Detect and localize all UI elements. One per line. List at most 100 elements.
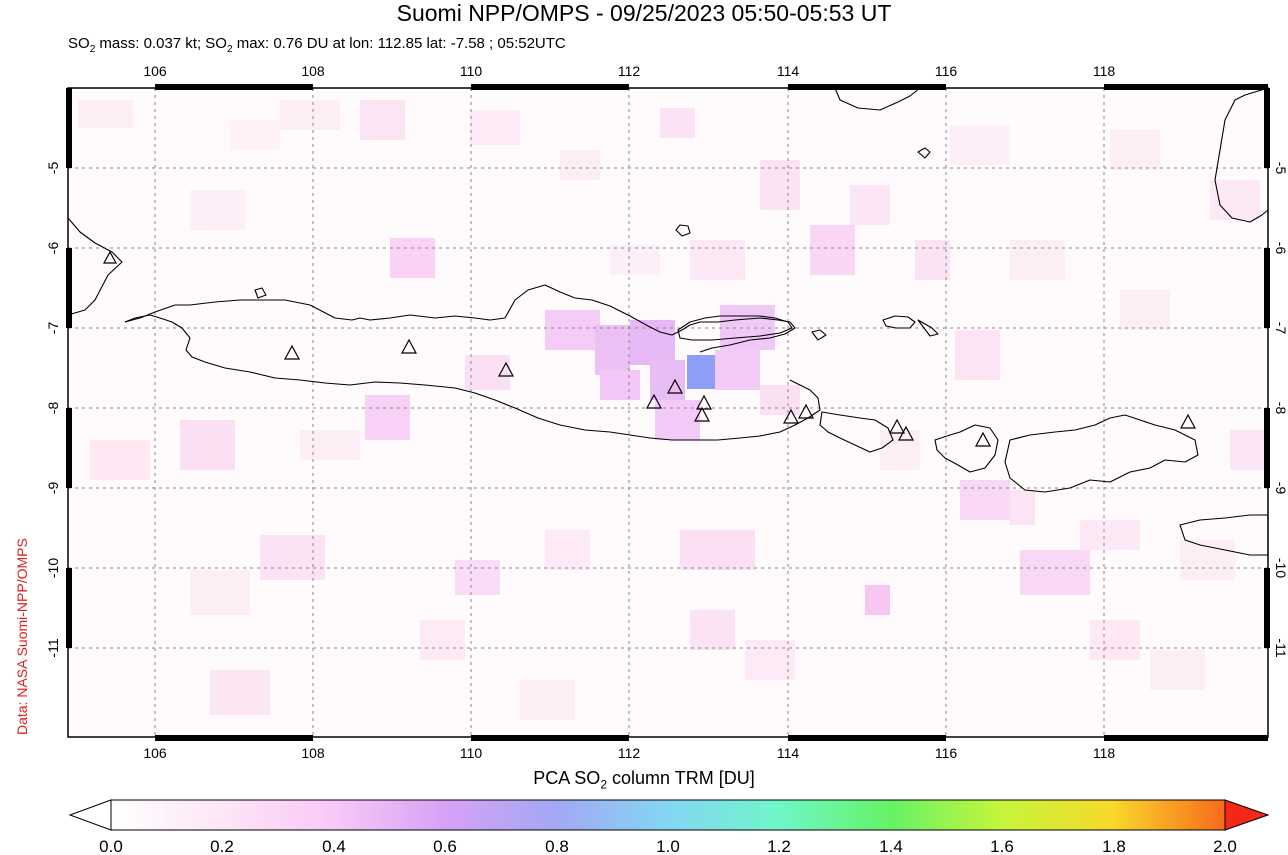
so2-pixel (470, 110, 520, 145)
triangle-icon (102, 250, 118, 264)
so2-pixel (260, 535, 325, 580)
so2-pixel (610, 245, 660, 275)
lat-tick-label: -7 (1273, 322, 1288, 335)
colorbar-tick-label: 0.2 (210, 837, 234, 855)
so2-pixel (180, 420, 235, 470)
coastlines (67, 87, 1269, 556)
triangle-icon (888, 418, 906, 434)
triangle-icon (897, 425, 915, 441)
lon-labels-top: 106 108 110 112 114 116 118 (143, 63, 1115, 79)
so2-pixel (465, 355, 510, 390)
so2-pixel (1010, 490, 1035, 525)
colorbar-tick-label: 1.8 (1102, 837, 1126, 855)
sumbawa-coast (1004, 414, 1199, 493)
so2-pixel (715, 350, 760, 390)
lon-labels-bottom: 106 108 110 112 114 116 118 (143, 745, 1115, 761)
lon-tick-label: 116 (935, 745, 958, 761)
colorbar-min-arrow (68, 799, 112, 831)
so2-pixel (600, 370, 640, 400)
so2-pixel (595, 325, 630, 375)
lon-tick-label: 114 (777, 63, 800, 79)
triangle-icon (797, 403, 815, 419)
so2-pixel (1080, 520, 1140, 550)
map-title: Suomi NPP/OMPS - 09/25/2023 05:50-05:53 … (396, 0, 892, 26)
colorbar-tick-label: 1.4 (879, 837, 903, 855)
frame-bands (66, 84, 1270, 741)
triangle-icon (400, 338, 418, 354)
volcano-markers (102, 250, 1197, 447)
so2-pixel (690, 240, 745, 280)
sulawesi-coast (1214, 87, 1269, 223)
so2-pixel (760, 385, 800, 415)
colorbar-tick-label: 1.0 (656, 837, 680, 855)
bawean-coast (675, 224, 691, 237)
lon-tick-label: 112 (618, 63, 641, 79)
lon-tick-label: 108 (301, 745, 325, 761)
so2-pixel (660, 108, 695, 138)
so2-pixel (420, 620, 465, 660)
lombok-coast (934, 424, 999, 473)
lon-tick-label: 110 (460, 745, 483, 761)
so2-pixel (630, 320, 675, 365)
so2-pixel (690, 610, 735, 650)
so2-pixel (390, 238, 435, 278)
so2-pixel (680, 530, 755, 570)
madura-coast (677, 315, 793, 341)
so2-pixel (545, 310, 600, 350)
so2-pixel (915, 240, 950, 280)
colorbar (68, 799, 1270, 831)
lat-tick-label: -9 (45, 482, 61, 495)
so2-pixel (90, 440, 150, 480)
island-coast (917, 147, 931, 159)
triangle-icon (497, 361, 515, 377)
lon-tick-label: 106 (143, 745, 167, 761)
lat-tick-label: -5 (1273, 162, 1288, 175)
lat-tick-label: -6 (45, 242, 61, 255)
lat-tick-label: -11 (45, 638, 61, 657)
so2-pixel (760, 160, 800, 210)
java-west-coast (124, 314, 206, 363)
so2-pixel (650, 360, 685, 400)
so2-pixel (560, 150, 600, 180)
lat-tick-label: -8 (1273, 402, 1288, 415)
lon-tick-label: 118 (1093, 745, 1116, 761)
so2-pixel (1110, 130, 1160, 170)
so2-pixel (950, 125, 1010, 165)
lon-tick-label: 106 (143, 63, 167, 79)
lat-labels-right: -5 -6 -7 -8 -9 -10 -11 (1273, 162, 1288, 658)
colorbar-ticks: 0.0 0.2 0.4 0.6 0.8 1.0 1.2 1.4 1.6 1.8 … (99, 837, 1237, 855)
gridlines (68, 88, 1268, 737)
so2-pixel (210, 670, 270, 715)
so2-max-pixel (687, 355, 716, 389)
colorbar-tick-label: 0.0 (99, 837, 123, 855)
colorbar-tick-label: 2.0 (1213, 837, 1237, 855)
so2-pixel (955, 330, 1000, 380)
so2-pixel (230, 120, 280, 150)
island-coast (882, 315, 916, 329)
lat-tick-label: -9 (1273, 482, 1288, 495)
lon-tick-label: 118 (1093, 63, 1116, 79)
java-south-coast (204, 361, 821, 441)
lat-tick-label: -8 (45, 402, 61, 415)
colorbar-gradient (110, 799, 1226, 831)
so2-pixel (190, 190, 245, 230)
colorbar-title: PCA SO2 column TRM [DU] (533, 768, 755, 792)
so2-pixel (865, 585, 890, 615)
so2-pixel (365, 395, 410, 440)
so2-pixel (520, 680, 575, 720)
so2-pixel (455, 560, 500, 595)
triangle-icon (695, 394, 713, 410)
lat-labels-left: -5 -6 -7 -8 -9 -10 -11 (45, 162, 61, 658)
so2-pixel (1230, 430, 1268, 470)
lat-tick-label: -11 (1273, 638, 1288, 657)
island-coast (811, 329, 827, 341)
so2-pixel (1150, 650, 1205, 690)
colorbar-tick-label: 1.6 (990, 837, 1014, 855)
kalimantan-coast (834, 87, 921, 111)
triangle-icon (693, 406, 711, 422)
so2-pixel (960, 480, 1010, 520)
lon-tick-label: 108 (301, 63, 325, 79)
colorbar-tick-label: 0.6 (433, 837, 457, 855)
colorbar-max-arrow (1224, 799, 1270, 831)
so2-pixel (1090, 620, 1140, 660)
